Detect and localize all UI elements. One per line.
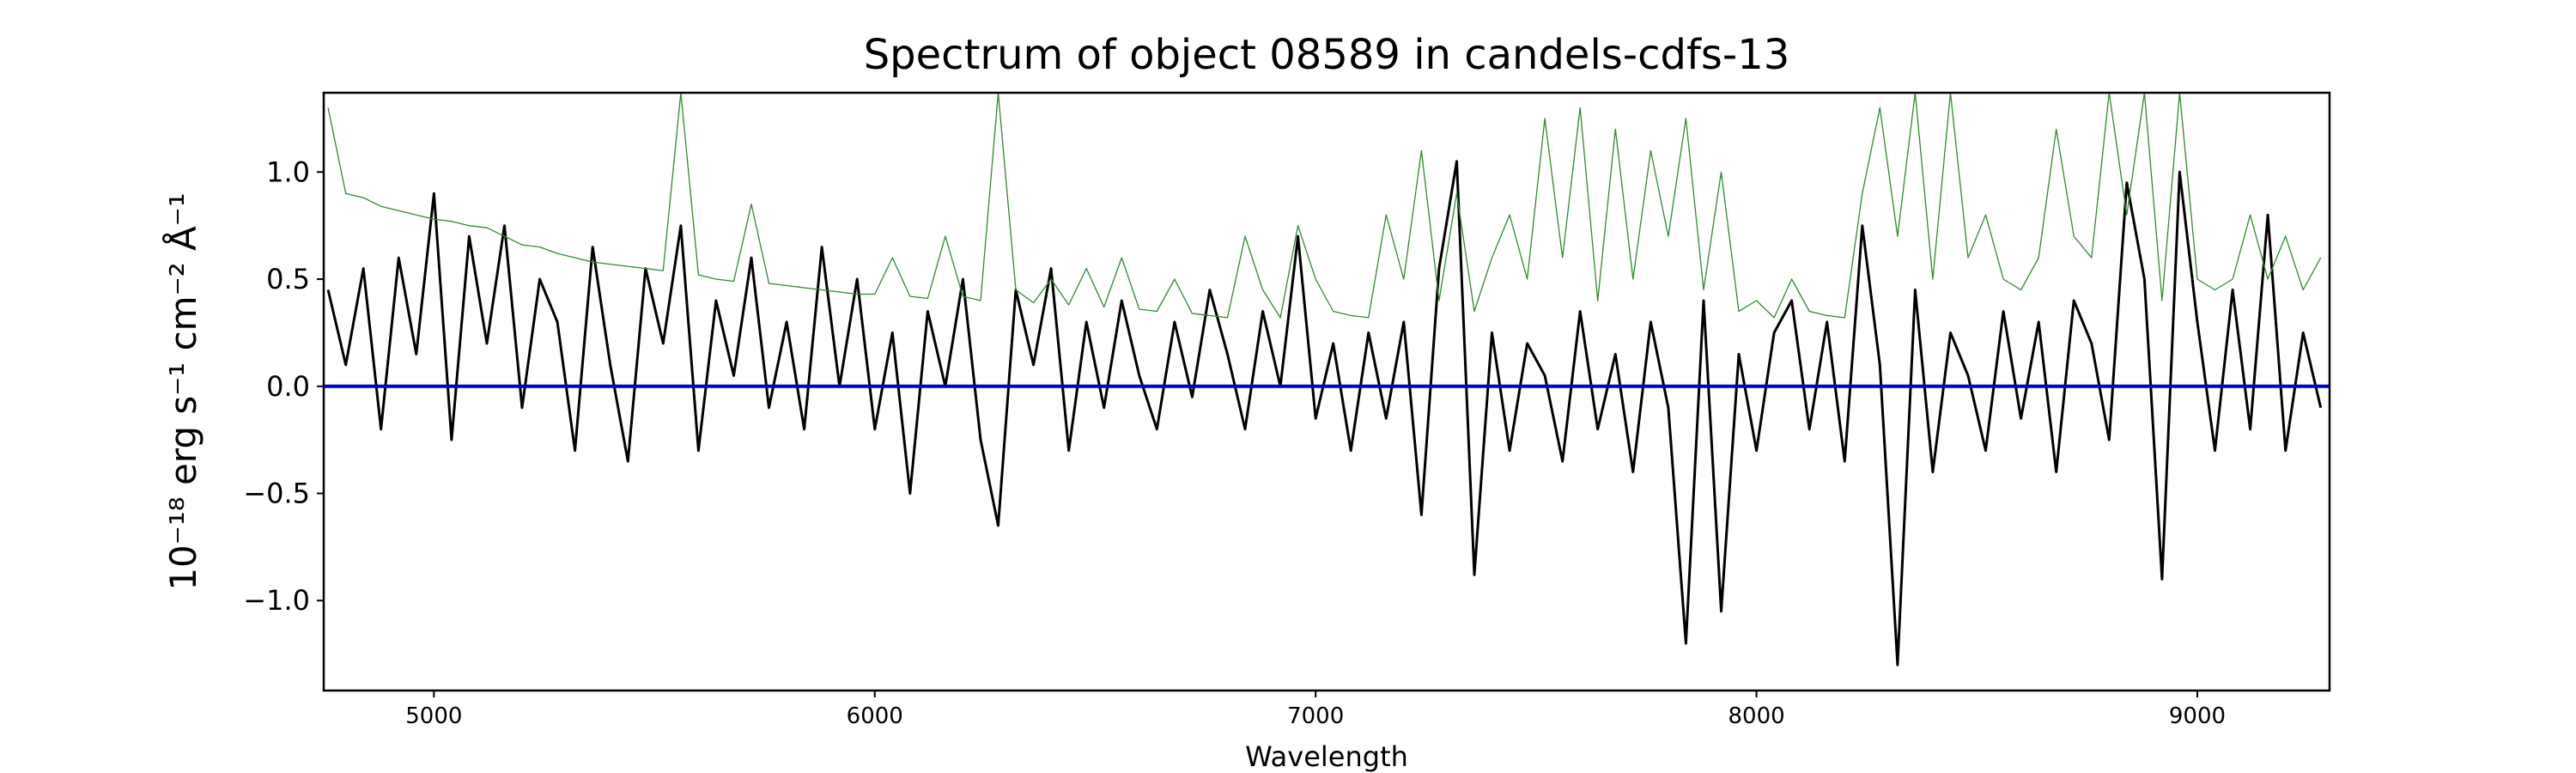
x-tick-label: 8000 — [1728, 703, 1784, 729]
y-tick-label: 0.5 — [266, 263, 310, 295]
plot-area — [324, 93, 2330, 666]
axes-frame — [322, 91, 2331, 692]
x-tick-label: 7000 — [1287, 703, 1344, 729]
y-tick-label: 0.0 — [266, 370, 310, 403]
spectrum-line — [326, 160, 2323, 666]
y-axis-label: 10⁻¹⁸ erg s⁻¹ cm⁻² Å⁻¹ — [161, 192, 204, 590]
y-tick-label: −1.0 — [243, 584, 310, 617]
x-tick-label: 6000 — [847, 703, 903, 729]
x-tick-label: 5000 — [405, 703, 462, 729]
x-tick-label: 9000 — [2169, 703, 2226, 729]
x-axis-label: Wavelength — [1245, 740, 1408, 773]
spectrum-line — [327, 93, 2322, 319]
y-tick-label: 1.0 — [266, 155, 310, 188]
chart-title: Spectrum of object 08589 in candels-cdfs… — [864, 31, 1790, 79]
y-tick-label: −0.5 — [243, 477, 310, 509]
